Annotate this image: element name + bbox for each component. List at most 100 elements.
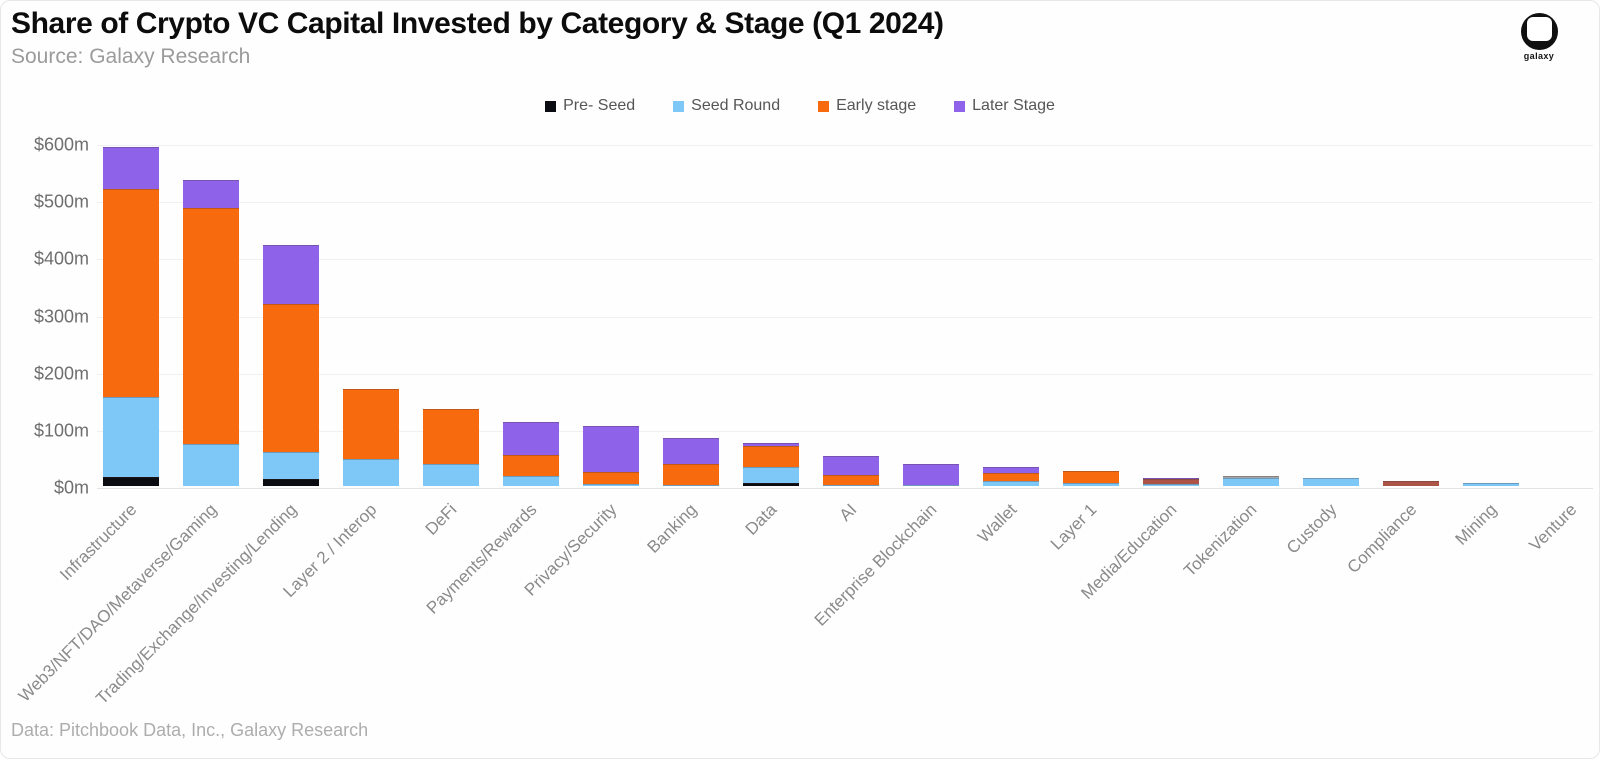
legend-swatch-icon xyxy=(818,100,830,112)
legend-swatch-icon xyxy=(545,100,557,112)
gridline xyxy=(97,430,1593,432)
gridline xyxy=(97,259,1593,261)
bar-mining xyxy=(1463,483,1519,486)
bar-segment xyxy=(983,480,1039,486)
y-axis-tick-label: $600m xyxy=(33,134,89,155)
bar-ai xyxy=(823,455,879,486)
bar-privacy-security xyxy=(583,426,639,486)
galaxy-logo: galaxy xyxy=(1517,13,1561,61)
bar-segment xyxy=(983,472,1039,481)
legend-item: Later Stage xyxy=(954,97,1055,115)
x-axis-category-label: AI xyxy=(835,500,861,525)
gridline xyxy=(97,202,1593,204)
y-axis-tick-label: $100m xyxy=(33,420,89,441)
bar-wallet xyxy=(983,467,1039,486)
bar-segment xyxy=(503,455,559,476)
x-axis-category-label: Wallet xyxy=(974,500,1021,547)
bar-segment xyxy=(1143,478,1199,480)
legend-label: Pre- Seed xyxy=(563,97,636,114)
x-axis-category-label: Tokenization xyxy=(1180,500,1261,581)
bar-tokenization xyxy=(1223,476,1279,486)
bar-segment xyxy=(343,388,399,460)
bar-segment xyxy=(743,443,799,446)
bar-segment xyxy=(1143,483,1199,486)
bar-segment xyxy=(423,408,479,465)
bar-segment xyxy=(263,304,319,453)
bar-compliance xyxy=(1383,480,1439,486)
x-axis-category-label: Infrastructure xyxy=(56,500,141,585)
legend-label: Later Stage xyxy=(972,97,1055,114)
bar-segment xyxy=(583,471,639,484)
bar-segment xyxy=(103,477,159,486)
galaxy-logo-icon xyxy=(1520,13,1558,50)
legend-item: Seed Round xyxy=(673,97,780,115)
x-axis-category-label: Compliance xyxy=(1343,500,1421,577)
bar-segment xyxy=(823,455,879,476)
x-axis-category-label: Banking xyxy=(643,500,701,557)
x-axis-category-label: Layer 1 xyxy=(1046,500,1101,554)
y-axis-tick-label: $500m xyxy=(33,191,89,212)
bar-segment xyxy=(103,396,159,478)
legend: Pre- Seed Seed Round Early stage Later Stag… xyxy=(1,97,1599,115)
bar-data xyxy=(743,443,799,486)
bar-segment xyxy=(903,463,959,485)
bar-custody xyxy=(1303,478,1359,486)
bar-segment xyxy=(343,459,399,486)
bar-segment xyxy=(903,485,959,486)
bar-segment xyxy=(983,467,1039,473)
x-axis-category-label: Custody xyxy=(1282,500,1341,558)
bar-segment xyxy=(423,464,479,486)
bar-segment xyxy=(183,207,239,445)
bar-segment xyxy=(503,475,559,486)
bar-segment xyxy=(663,463,719,485)
bar-segment xyxy=(1383,480,1439,486)
bar-layer-2-interop xyxy=(343,388,399,486)
bar-segment xyxy=(183,444,239,486)
bar-segment xyxy=(1063,471,1119,484)
bar-banking xyxy=(663,438,719,486)
bar-segment xyxy=(263,452,319,479)
gridline xyxy=(97,316,1593,318)
x-axis-category-label: Mining xyxy=(1451,500,1501,549)
y-axis-tick-label: $400m xyxy=(33,248,89,269)
bar-web3-nft-dao-metaverse-gaming xyxy=(183,180,239,486)
bar-infrastructure xyxy=(103,147,159,486)
legend-label: Seed Round xyxy=(691,97,781,114)
bar-segment xyxy=(1223,476,1279,478)
gridline xyxy=(97,488,1593,489)
bar-segment xyxy=(663,438,719,464)
gridline xyxy=(97,145,1593,146)
bar-segment xyxy=(263,245,319,305)
bar-layer-1 xyxy=(1063,471,1119,486)
bar-segment xyxy=(183,180,239,208)
footer-credit: Data: Pitchbook Data, Inc., Galaxy Resea… xyxy=(11,720,369,740)
bar-segment xyxy=(743,466,799,484)
x-axis-category-label: Enterprise Blockchain xyxy=(810,500,941,630)
bar-segment xyxy=(583,426,639,472)
bar-segment xyxy=(663,484,719,486)
legend-item: Early stage xyxy=(818,97,916,115)
bar-segment xyxy=(583,483,639,486)
bar-segment xyxy=(1303,478,1359,486)
chart-source: Source: Galaxy Research xyxy=(11,45,251,68)
gridline xyxy=(97,373,1593,375)
bar-segment xyxy=(743,446,799,467)
legend-swatch-icon xyxy=(673,100,685,112)
bar-segment xyxy=(263,478,319,486)
bar-segment xyxy=(103,189,159,397)
y-axis-tick-label: $0m xyxy=(53,477,89,498)
y-axis-tick-label: $300m xyxy=(33,306,89,326)
bar-segment xyxy=(823,484,879,486)
legend-swatch-icon xyxy=(954,100,966,112)
legend-item: Pre- Seed xyxy=(545,97,635,115)
chart-title: Share of Crypto VC Capital Invested by C… xyxy=(11,7,944,40)
bar-segment xyxy=(503,421,559,456)
bar-segment xyxy=(1143,479,1199,484)
bar-defi xyxy=(423,408,479,486)
bar-segment xyxy=(1463,483,1519,486)
bar-payments-rewards xyxy=(503,421,559,486)
bar-segment xyxy=(1063,483,1119,486)
bar-segment xyxy=(743,483,799,486)
bar-segment xyxy=(1223,478,1279,486)
